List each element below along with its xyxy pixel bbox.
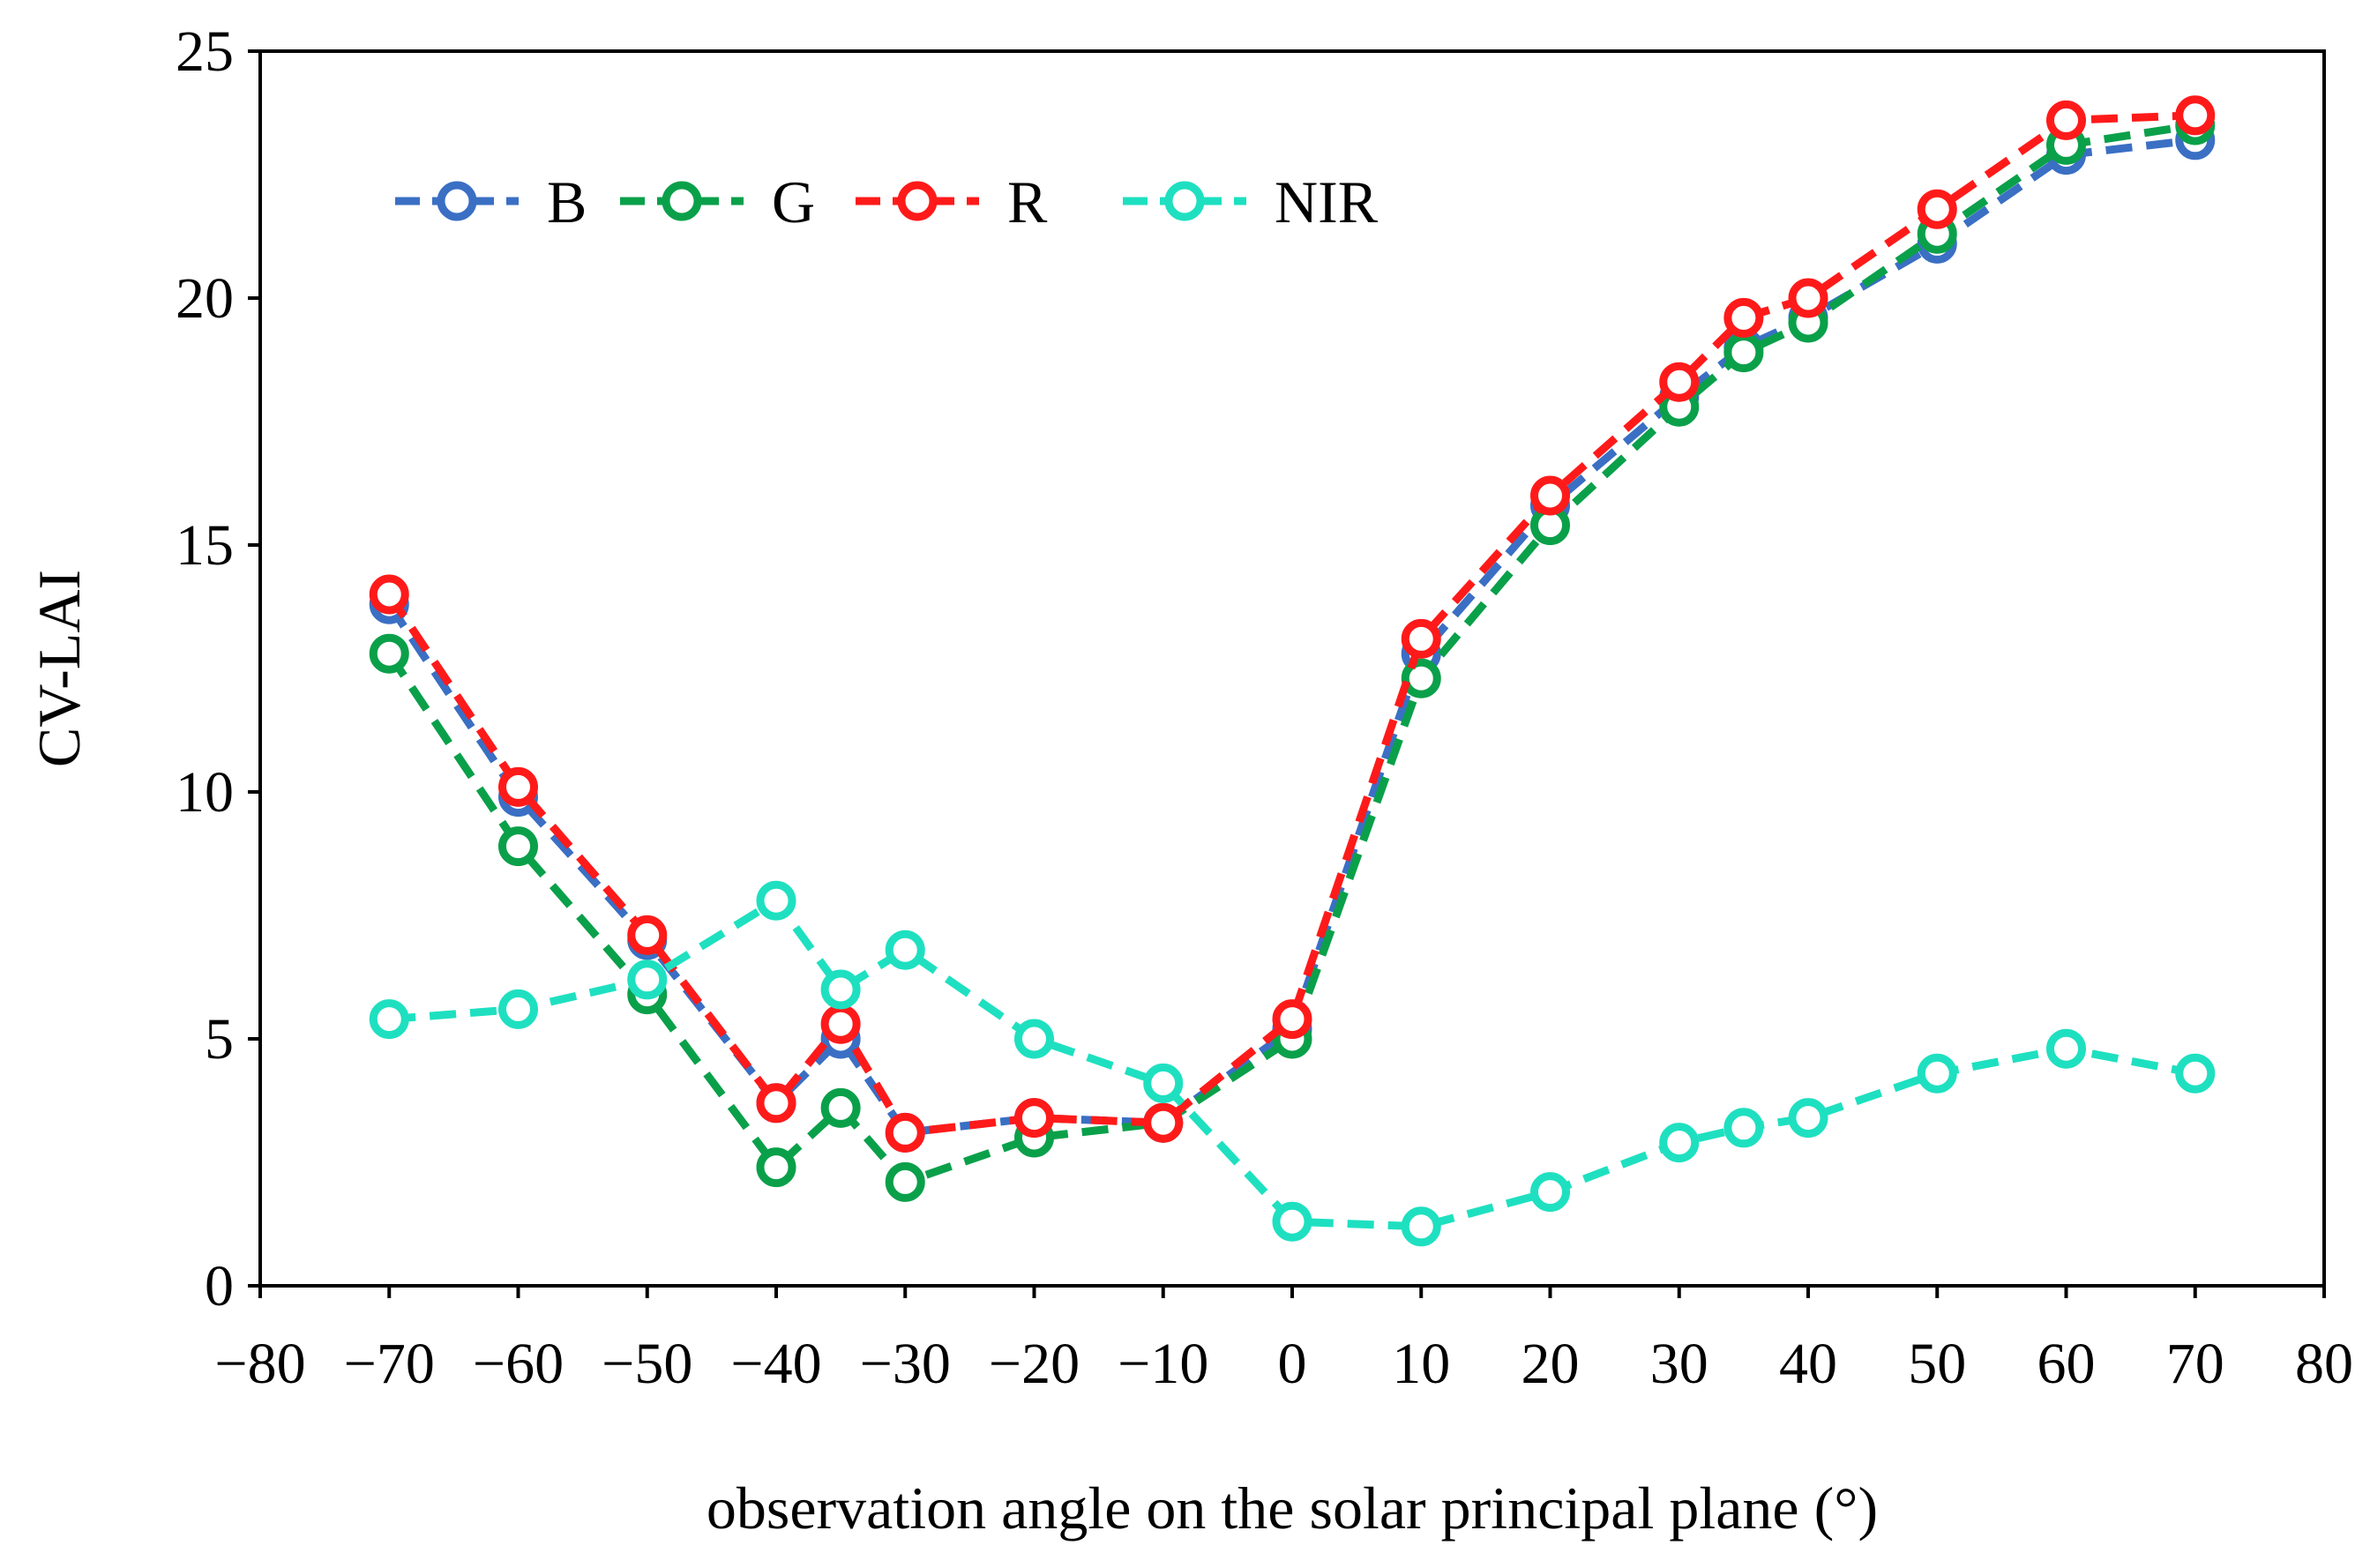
data-point-nir [756,880,796,921]
data-point-g [820,1087,861,1128]
data-point-nir [885,930,925,970]
x-tick-label: −50 [602,1332,692,1396]
data-point-r [1272,999,1312,1040]
data-point-nir [1143,1063,1184,1103]
data-point-r [1917,189,1957,229]
x-tick-label: 30 [1650,1332,1708,1396]
x-tick-label: 40 [1779,1332,1837,1396]
data-point-nir [1723,1108,1764,1148]
series-r [369,95,2216,1153]
x-tick-label: 10 [1392,1332,1450,1396]
x-tick-label: 50 [1908,1332,1966,1396]
data-point-r [1014,1098,1054,1139]
x-axis-title: observation angle on the solar principal… [707,1475,1878,1542]
x-tick-label: 80 [2295,1332,2353,1396]
y-tick-label: 20 [176,266,234,331]
data-point-nir [1272,1201,1312,1242]
data-point-nir [1659,1123,1700,1163]
x-tick-label: −70 [344,1332,435,1396]
data-point-nir [2046,1028,2086,1069]
data-point-nir [820,969,861,1010]
legend-item-nir: NIR [1123,168,1379,235]
data-point-g [885,1161,925,1202]
data-point-nir [1788,1098,1828,1139]
y-axis-title: CV-LAI [26,570,93,767]
series-line-g [385,121,2196,1186]
data-point-nir [627,959,668,1000]
x-tick-label: 20 [1521,1332,1580,1396]
data-point-r [627,915,668,955]
legend-item-r: R [856,168,1048,235]
data-point-r [1530,475,1570,516]
legend-label: B [547,168,587,235]
legend-marker [662,181,702,221]
y-tick-label: 25 [176,19,234,84]
data-point-r [885,1112,925,1153]
data-point-r [756,1083,796,1124]
series-line-r [385,111,2195,1137]
data-point-nir [1401,1206,1441,1247]
x-tick-label: −60 [473,1332,564,1396]
legend-item-b: B [395,168,587,235]
legend-label: R [1007,168,1048,235]
data-point-g [1401,658,1441,698]
legend-marker [897,181,938,221]
series-layer [369,95,2216,1247]
x-axis-ticks: −80 −70 −60 −50 −40 −30 −20 −10 0 10 20 30 40 50 60 70 8… [214,1286,2353,1396]
y-tick-label: 10 [176,760,234,825]
y-tick-label: 15 [176,513,234,578]
y-tick-label: 5 [205,1007,234,1071]
x-tick-label: −30 [860,1332,951,1396]
data-point-nir [1530,1172,1570,1213]
y-axis-ticks: 0 5 10 15 20 25 [176,19,260,1318]
data-point-nir [2175,1053,2216,1094]
data-point-nir [1014,1019,1054,1059]
data-point-r [1401,618,1441,659]
data-point-r [498,766,538,807]
x-tick-label: 70 [2166,1332,2224,1396]
legend-marker [1164,181,1205,221]
data-point-g [369,633,409,674]
data-point-g [498,826,538,867]
legend-label: G [772,168,815,235]
legend-marker [437,181,477,221]
data-point-g [1723,332,1764,373]
legend: B G R NIR [395,168,1379,235]
data-point-r [369,574,409,615]
legend-label: NIR [1275,168,1379,235]
x-tick-label: −80 [214,1332,305,1396]
data-point-r [820,1004,861,1044]
data-point-r [1659,362,1700,402]
x-tick-label: 0 [1278,1332,1307,1396]
y-tick-label: 0 [205,1254,234,1318]
data-point-r [1788,278,1828,318]
x-tick-label: −20 [989,1332,1080,1396]
data-point-r [1723,297,1764,338]
data-point-g [756,1147,796,1188]
data-point-nir [369,999,409,1040]
x-tick-label: −10 [1118,1332,1208,1396]
data-point-nir [1917,1053,1957,1094]
x-tick-label: −40 [730,1332,821,1396]
data-point-nir [498,989,538,1029]
series-nir [369,880,2216,1247]
data-point-r [2046,100,2086,140]
data-point-r [1143,1102,1184,1143]
data-point-r [2175,95,2216,136]
x-tick-label: 60 [2037,1332,2096,1396]
legend-item-g: G [620,168,815,235]
plot-frame [258,49,2326,1288]
